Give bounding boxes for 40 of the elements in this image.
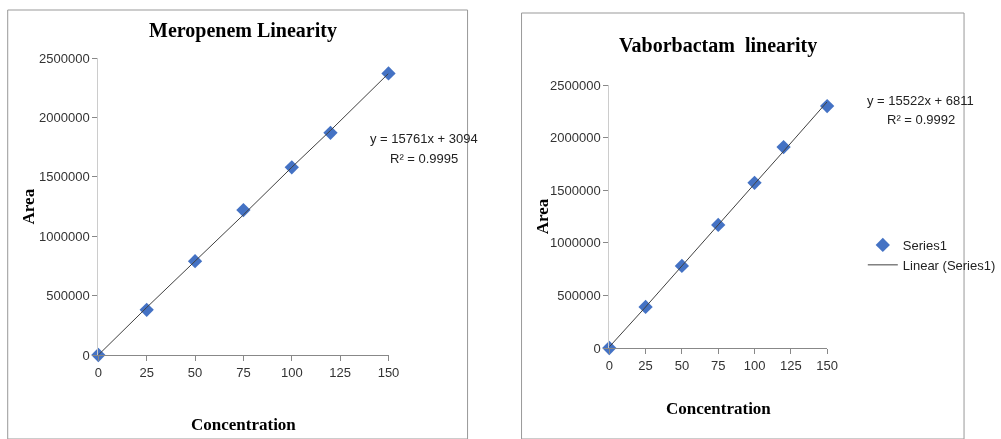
legend-label: Series1 (902, 238, 947, 254)
y-tick-label: 2000000 (39, 109, 90, 125)
y-tick-label: 500000 (557, 287, 601, 303)
x-tick-label: 100 (743, 357, 766, 373)
y-axis-title: Area (533, 198, 553, 235)
y-tick-label: 1000000 (39, 228, 90, 244)
x-axis-title: Concentration (191, 415, 297, 434)
x-tick-label: 125 (329, 364, 351, 380)
y-tick-label: 1500000 (39, 169, 90, 185)
x-tick-label: 25 (638, 357, 653, 373)
point (381, 66, 396, 81)
legend-label: Linear (Series1) (902, 257, 996, 273)
x-axis-title: Concentration (666, 399, 772, 418)
x-tick-label: 25 (139, 364, 154, 380)
y-axis-title: Area (19, 188, 39, 225)
y-tick-label: 2000000 (550, 130, 601, 146)
x-tick-label: 75 (236, 364, 251, 380)
text: y = 15522x + 6811 (867, 93, 974, 108)
point (284, 160, 299, 175)
annotation: y = 15761x + 3094 (370, 131, 478, 146)
text: R² = 0.9995 (390, 151, 459, 166)
x-tick-label: 125 (779, 357, 802, 373)
y-tick-label: 2500000 (550, 77, 601, 93)
y-tick-label: 0 (593, 340, 601, 356)
y-tick-label: 2500000 (39, 50, 90, 66)
x-tick-label: 0 (605, 357, 613, 373)
y-tick-label: 1500000 (550, 182, 601, 198)
x-tick-label: 150 (377, 364, 400, 380)
x-tick-label: 50 (187, 364, 203, 380)
y-tick-label: 1000000 (550, 235, 601, 251)
text: R² = 0.9992 (887, 112, 956, 127)
chart-title: Vaborbactam linearity (619, 34, 818, 57)
y-tick-label: 0 (82, 347, 90, 363)
y-tick-label: 500000 (46, 288, 90, 304)
x-tick-label: 0 (94, 364, 102, 380)
chart-title: Meropenem Linearity (149, 19, 337, 42)
x-tick-label: 100 (280, 364, 303, 380)
x-tick-label: 150 (816, 357, 838, 373)
x-tick-label: 75 (710, 357, 726, 373)
x-tick-label: 50 (674, 357, 690, 373)
